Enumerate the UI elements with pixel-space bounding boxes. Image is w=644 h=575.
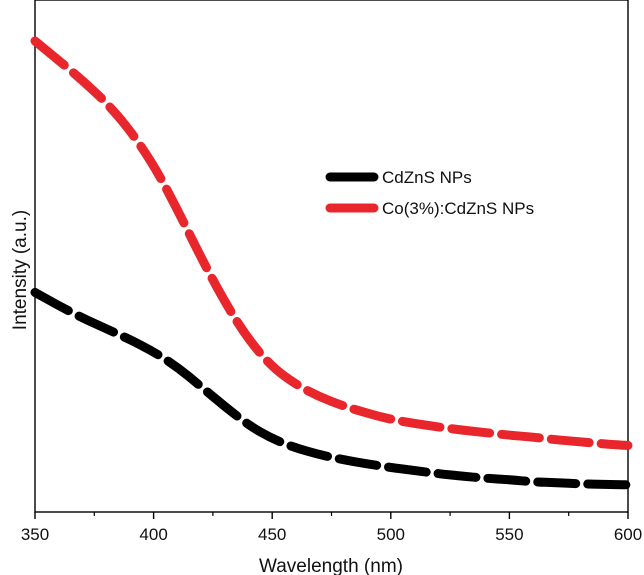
x-tick-label: 550 xyxy=(495,525,523,544)
x-tick-label: 400 xyxy=(139,525,167,544)
y-axis-label: Intensity (a.u.) xyxy=(10,210,31,330)
series-layer xyxy=(30,36,633,490)
x-axis: 350 400 450 500 550 600 xyxy=(21,512,642,544)
series-line-co-cdzns xyxy=(30,36,633,450)
x-tick-label: 500 xyxy=(377,525,405,544)
x-tick-label: 600 xyxy=(614,525,642,544)
x-tick-label: 350 xyxy=(21,525,49,544)
legend-label-co-cdzns: Co(3%):CdZnS NPs xyxy=(382,199,534,218)
legend: CdZnS NPs Co(3%):CdZnS NPs xyxy=(325,168,534,218)
legend-label-cdzns: CdZnS NPs xyxy=(382,168,472,187)
series-line-cdzns xyxy=(30,287,633,490)
x-axis-label: Wavelength (nm) xyxy=(259,556,403,575)
x-tick-label: 450 xyxy=(258,525,286,544)
